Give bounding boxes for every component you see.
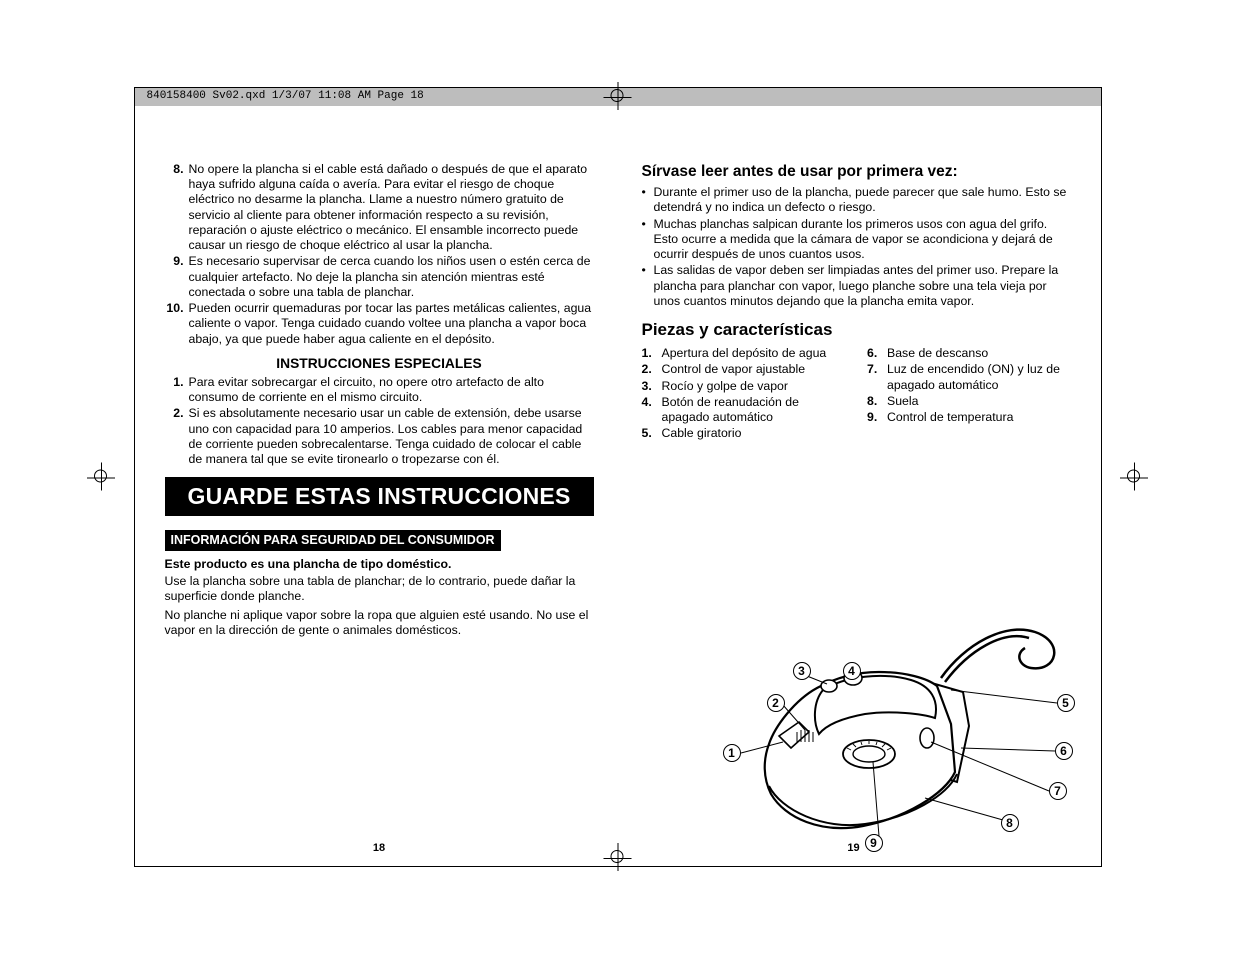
- parts-list-left: 1.Apertura del depósito de agua2.Control…: [642, 346, 846, 442]
- part-text: Cable giratorio: [662, 426, 742, 441]
- bullet-item: •Muchas planchas salpican durante los pr…: [642, 217, 1071, 263]
- safety-para-2: No planche ni aplique vapor sobre la rop…: [165, 608, 594, 638]
- parts-list-right: 6.Base de descanso7.Luz de encendido (ON…: [867, 346, 1071, 442]
- diagram-callout-6: 6: [1055, 742, 1073, 760]
- diagram-callout-2: 2: [767, 694, 785, 712]
- left-page: 8.No opere la plancha si el cable está d…: [165, 162, 594, 852]
- numbered-list-continued: 8.No opere la plancha si el cable está d…: [165, 162, 594, 347]
- list-item: 10.Pueden ocurrir quemaduras por tocar l…: [165, 301, 594, 347]
- list-item: 8.No opere la plancha si el cable está d…: [165, 162, 594, 253]
- two-page-spread: 8.No opere la plancha si el cable está d…: [135, 106, 1101, 866]
- item-number: 2.: [165, 406, 189, 467]
- bullet-dot: •: [642, 263, 654, 309]
- crop-mark-left: [101, 477, 102, 478]
- parts-item: 1.Apertura del depósito de agua: [642, 346, 846, 361]
- item-text: Es necesario supervisar de cerca cuando …: [189, 254, 594, 300]
- part-text: Control de temperatura: [887, 410, 1013, 425]
- part-number: 8.: [867, 394, 887, 409]
- bullet-text: Muchas planchas salpican durante los pri…: [654, 217, 1071, 263]
- part-text: Botón de reanudación de apagado automáti…: [662, 395, 846, 425]
- bullet-item: •Las salidas de vapor deben ser limpiada…: [642, 263, 1071, 309]
- part-number: 7.: [867, 362, 887, 392]
- part-number: 6.: [867, 346, 887, 361]
- part-number: 1.: [642, 346, 662, 361]
- part-text: Base de descanso: [887, 346, 988, 361]
- bullet-item: •Durante el primer uso de la plancha, pu…: [642, 185, 1071, 215]
- item-number: 9.: [165, 254, 189, 300]
- diagram-callout-8: 8: [1001, 814, 1019, 832]
- list-item: 2.Si es absolutamente necesario usar un …: [165, 406, 594, 467]
- parts-item: 4.Botón de reanudación de apagado automá…: [642, 395, 846, 425]
- save-instructions-banner: GUARDE ESTAS INSTRUCCIONES: [165, 477, 594, 516]
- crop-mark-right: [1134, 477, 1135, 478]
- bullet-text: Las salidas de vapor deben ser limpiadas…: [654, 263, 1071, 309]
- part-number: 5.: [642, 426, 662, 441]
- diagram-callout-4: 4: [843, 662, 861, 680]
- crop-mark-bottom: [617, 857, 618, 858]
- special-instructions-list: 1.Para evitar sobrecargar el circuito, n…: [165, 375, 594, 467]
- special-instructions-heading: INSTRUCCIONES ESPECIALES: [165, 355, 594, 372]
- bullet-dot: •: [642, 185, 654, 215]
- part-text: Suela: [887, 394, 918, 409]
- part-text: Rocío y golpe de vapor: [662, 379, 788, 394]
- part-text: Luz de encendido (ON) y luz de apagado a…: [887, 362, 1071, 392]
- consumer-safety-heading-wrap: INFORMACIÓN PARA SEGURIDAD DEL CONSUMIDO…: [165, 530, 594, 558]
- list-item: 9.Es necesario supervisar de cerca cuand…: [165, 254, 594, 300]
- page-number-right: 19: [847, 842, 859, 856]
- list-item: 1.Para evitar sobrecargar el circuito, n…: [165, 375, 594, 405]
- parts-item: 8.Suela: [867, 394, 1071, 409]
- read-before-use-heading: Sírvase leer antes de usar por primera v…: [642, 162, 1071, 181]
- before-use-bullets: •Durante el primer uso de la plancha, pu…: [642, 185, 1071, 309]
- parts-item: 6.Base de descanso: [867, 346, 1071, 361]
- part-number: 4.: [642, 395, 662, 425]
- part-number: 3.: [642, 379, 662, 394]
- item-text: Pueden ocurrir quemaduras por tocar las …: [189, 301, 594, 347]
- parts-item: 2.Control de vapor ajustable: [642, 362, 846, 377]
- crop-mark-top: [617, 96, 618, 97]
- parts-item: 9.Control de temperatura: [867, 410, 1071, 425]
- part-number: 9.: [867, 410, 887, 425]
- diagram-callout-1: 1: [723, 744, 741, 762]
- consumer-safety-heading: INFORMACIÓN PARA SEGURIDAD DEL CONSUMIDO…: [165, 530, 501, 552]
- safety-para-1: Use la plancha sobre una tabla de planch…: [165, 574, 594, 604]
- diagram-callout-7: 7: [1049, 782, 1067, 800]
- parts-features-heading: Piezas y características: [642, 319, 1071, 340]
- right-page: Sírvase leer antes de usar por primera v…: [642, 162, 1071, 852]
- parts-columns: 1.Apertura del depósito de agua2.Control…: [642, 346, 1071, 442]
- parts-item: 5.Cable giratorio: [642, 426, 846, 441]
- diagram-callout-9: 9: [865, 834, 883, 852]
- diagram-callout-3: 3: [793, 662, 811, 680]
- parts-item: 3.Rocío y golpe de vapor: [642, 379, 846, 394]
- parts-item: 7.Luz de encendido (ON) y luz de apagado…: [867, 362, 1071, 392]
- part-number: 2.: [642, 362, 662, 377]
- product-type-bold: Este producto es una plancha de tipo dom…: [165, 557, 594, 572]
- item-text: No opere la plancha si el cable está dañ…: [189, 162, 594, 253]
- part-text: Control de vapor ajustable: [662, 362, 806, 377]
- item-text: Si es absolutamente necesario usar un ca…: [189, 406, 594, 467]
- diagram-callout-5: 5: [1057, 694, 1075, 712]
- item-number: 8.: [165, 162, 189, 253]
- iron-illustration: [705, 614, 1085, 854]
- iron-diagram: 123456789: [705, 614, 1085, 854]
- page-number-left: 18: [373, 842, 385, 856]
- item-number: 10.: [165, 301, 189, 347]
- part-text: Apertura del depósito de agua: [662, 346, 827, 361]
- bullet-dot: •: [642, 217, 654, 263]
- page-spread: 840158400 Sv02.qxd 1/3/07 11:08 AM Page …: [134, 87, 1102, 867]
- bullet-text: Durante el primer uso de la plancha, pue…: [654, 185, 1071, 215]
- item-number: 1.: [165, 375, 189, 405]
- item-text: Para evitar sobrecargar el circuito, no …: [189, 375, 594, 405]
